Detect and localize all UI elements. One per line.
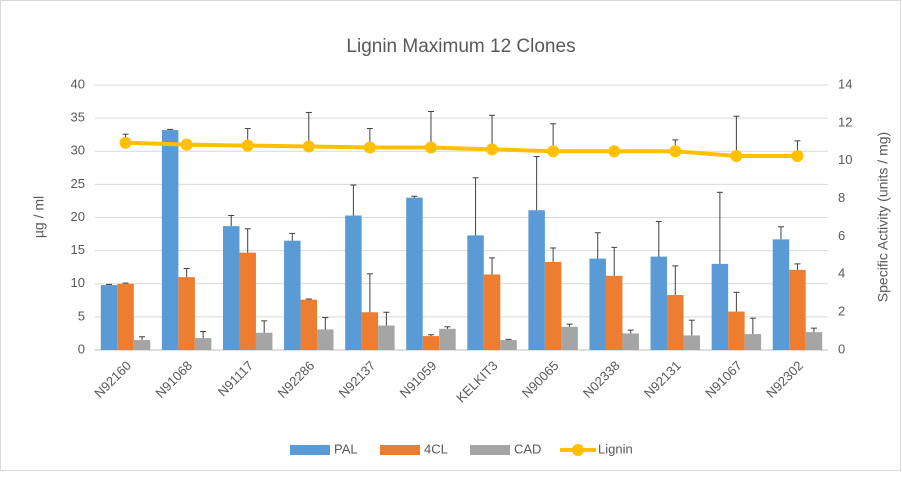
- y-tick-label: 5: [78, 308, 85, 323]
- bar: [300, 299, 318, 350]
- bar: [561, 326, 578, 350]
- y-tick-label: 0: [78, 341, 85, 356]
- bar: [622, 333, 639, 350]
- line-marker: [486, 143, 499, 156]
- line-marker: [241, 139, 254, 152]
- bar: [406, 197, 423, 350]
- bar: [161, 130, 179, 350]
- bar: [178, 277, 195, 350]
- y-tick-label: 10: [71, 275, 85, 290]
- y-tick-label: 20: [71, 209, 85, 224]
- y2-tick-label: 8: [838, 190, 845, 205]
- bar: [528, 210, 545, 350]
- y2-tick-label: 14: [838, 76, 852, 91]
- legend-swatch: [380, 445, 420, 455]
- bar: [361, 312, 379, 350]
- y-tick-label: 40: [71, 76, 85, 91]
- bar: [789, 269, 806, 350]
- bar: [728, 311, 745, 350]
- y2-tick-label: 10: [838, 152, 852, 167]
- bar: [805, 332, 823, 350]
- y2-tick-label: 4: [838, 266, 845, 281]
- bar: [683, 335, 701, 350]
- line: [125, 140, 798, 158]
- bar: [605, 275, 623, 350]
- y-tick-label: 15: [71, 242, 85, 257]
- chart-title: Lignin Maximum 12 Clones: [346, 36, 575, 57]
- bar: [222, 226, 240, 350]
- legend-label: CAD: [514, 441, 541, 456]
- bar: [194, 338, 212, 350]
- y2-axis-label: Specific Activity (units / mg): [875, 132, 891, 302]
- bar: [467, 235, 484, 350]
- y2-tick-label: 6: [838, 228, 845, 243]
- bar: [239, 252, 256, 350]
- bar: [439, 328, 456, 350]
- line-marker: [302, 140, 315, 153]
- line-marker: [424, 141, 437, 154]
- legend-swatch: [290, 445, 330, 455]
- y-tick-label: 35: [71, 110, 85, 125]
- y2-tick-label: 0: [838, 341, 845, 356]
- bar: [255, 332, 273, 350]
- bar: [100, 285, 118, 350]
- y2-tick-label: 2: [838, 304, 845, 319]
- bar: [317, 329, 334, 350]
- bar: [500, 340, 517, 350]
- legend-swatch: [470, 445, 510, 455]
- line-marker: [363, 141, 376, 154]
- line-marker: [669, 145, 682, 158]
- bar: [378, 325, 395, 350]
- bar: [483, 274, 501, 350]
- y2-tick-label: 12: [838, 114, 852, 129]
- legend-swatch: [572, 444, 584, 456]
- bar: [133, 340, 151, 350]
- legend-label: Lignin: [598, 441, 633, 456]
- legend-label: PAL: [334, 441, 358, 456]
- bar: [772, 239, 790, 350]
- bar: [284, 240, 301, 350]
- bar: [667, 295, 684, 350]
- line-marker: [547, 145, 560, 158]
- y-axis-label: µg / ml: [31, 196, 47, 238]
- bar: [117, 283, 134, 350]
- bar: [589, 258, 606, 350]
- line-marker: [730, 149, 743, 162]
- line-marker: [119, 136, 132, 149]
- bar: [345, 215, 362, 350]
- bar: [744, 334, 762, 350]
- legend-label: 4CL: [424, 441, 448, 456]
- y-tick-label: 25: [71, 176, 85, 191]
- bar: [422, 336, 440, 350]
- bar: [650, 256, 668, 350]
- y-tick-label: 30: [71, 143, 85, 158]
- bar: [544, 261, 562, 350]
- line-marker: [608, 145, 621, 158]
- bar: [711, 263, 729, 350]
- line-marker: [180, 138, 193, 151]
- line-marker: [791, 149, 804, 162]
